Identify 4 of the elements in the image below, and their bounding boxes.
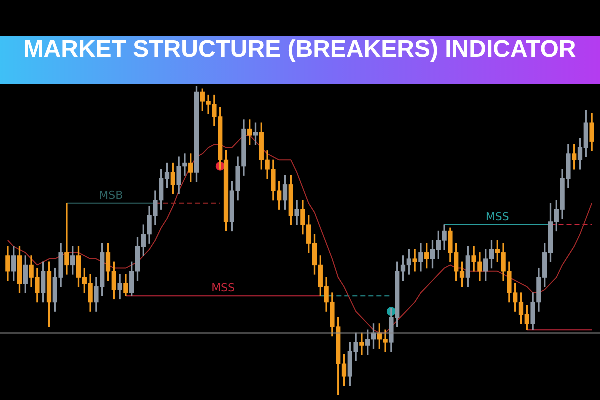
- series-label: MSB: [99, 188, 124, 202]
- series-label: MSS: [486, 210, 510, 224]
- chart-title: MARKET STRUCTURE (BREAKERS) INDICATOR: [0, 36, 600, 84]
- series-label: MSS: [212, 281, 236, 294]
